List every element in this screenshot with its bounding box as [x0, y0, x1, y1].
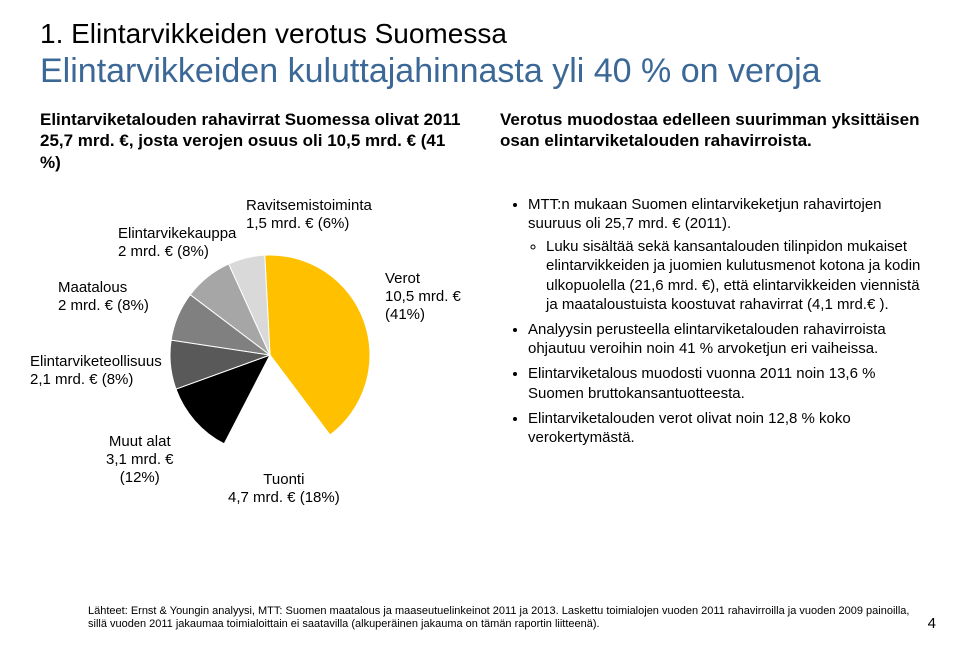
bullet-item: Elintarviketalous muodosti vuonna 2011 n… [528, 364, 930, 402]
bullets: MTT:n mukaan Suomen elintarvikeketjun ra… [510, 195, 930, 545]
bullet-sublist: Luku sisältää sekä kansantalouden tilinp… [528, 237, 930, 314]
pie-label-verot: Verot10,5 mrd. €(41%) [385, 270, 461, 324]
subheader-left: Elintarviketalouden rahavirrat Suomessa … [40, 109, 470, 173]
bullet-item: Analyysin perusteella elintarviketaloude… [528, 320, 930, 358]
footnote: Lähteet: Ernst & Youngin analyysi, MTT: … [88, 605, 920, 633]
pretitle: 1. Elintarvikkeiden verotus Suomessa [40, 18, 930, 50]
pie-svg [170, 255, 370, 455]
page-title: Elintarvikkeiden kuluttajahinnasta yli 4… [40, 52, 930, 91]
pie-label-muut: Muut alat3,1 mrd. €(12%) [106, 433, 174, 487]
pie-chart: Verot10,5 mrd. €(41%) Tuonti4,7 mrd. € (1… [40, 195, 480, 545]
bullet-subitem: Luku sisältää sekä kansantalouden tilinp… [546, 237, 930, 314]
slide: 1. Elintarvikkeiden verotus Suomessa Eli… [0, 0, 960, 648]
bullet-item: Elintarviketalouden verot olivat noin 12… [528, 409, 930, 447]
pie-label-kauppa: Elintarvikekauppa2 mrd. € (8%) [118, 225, 236, 261]
page-number: 4 [928, 615, 936, 632]
content-row: Verot10,5 mrd. €(41%) Tuonti4,7 mrd. € (1… [40, 195, 930, 545]
pie-label-ravitsemis: Ravitsemistoiminta1,5 mrd. € (6%) [246, 197, 372, 233]
pie-label-teollisuus: Elintarviketeollisuus2,1 mrd. € (8%) [30, 353, 162, 389]
pie-label-maatalous: Maatalous2 mrd. € (8%) [58, 279, 149, 315]
pie-label-tuonti: Tuonti4,7 mrd. € (18%) [228, 471, 340, 507]
bullet-list: MTT:n mukaan Suomen elintarvikeketjun ra… [510, 195, 930, 447]
pie-wrap [170, 255, 370, 455]
bullet-item: MTT:n mukaan Suomen elintarvikeketjun ra… [528, 195, 930, 314]
subheader-right: Verotus muodostaa edelleen suurimman yks… [500, 109, 930, 173]
subheader: Elintarviketalouden rahavirrat Suomessa … [40, 109, 930, 173]
